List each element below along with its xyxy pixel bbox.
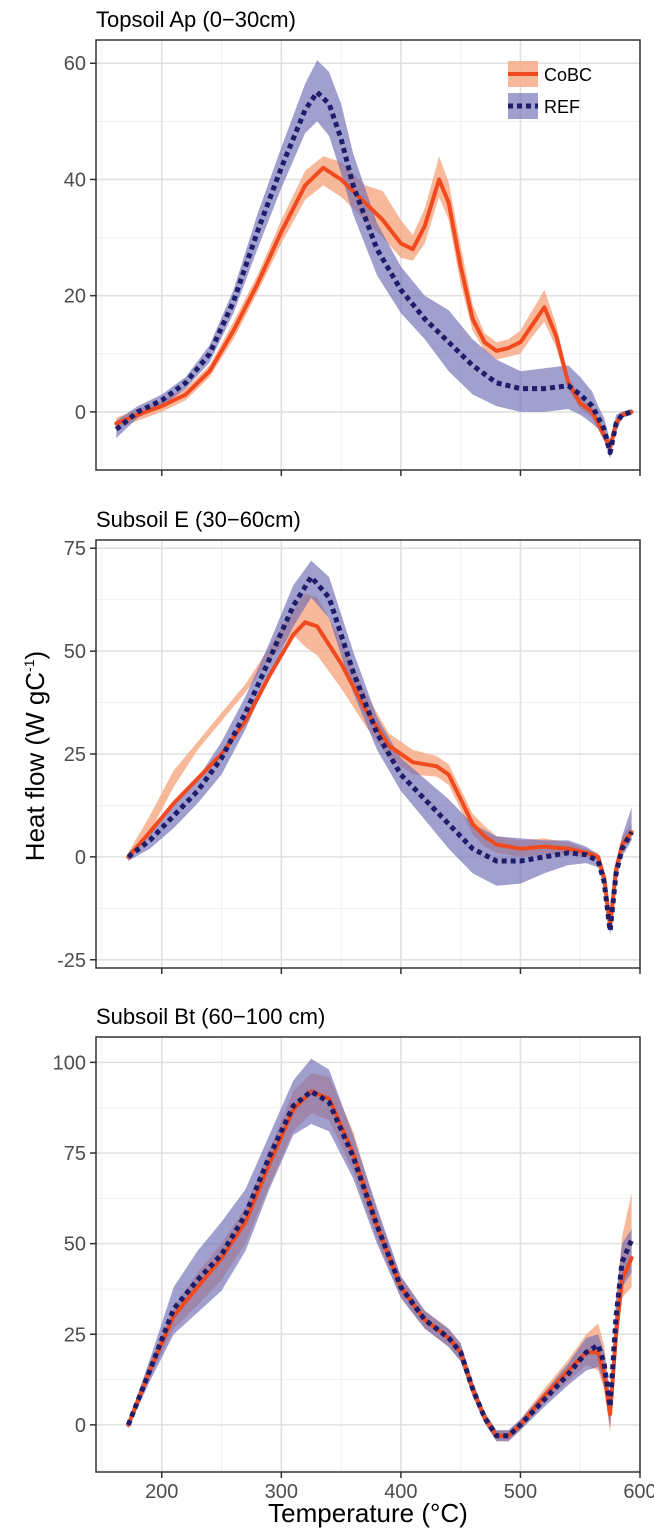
x-axis-title: Temperature (°C) (268, 1498, 468, 1528)
x-tick-label: 500 (504, 1481, 537, 1503)
y-tick-label: 0 (75, 847, 86, 869)
y-tick-label: 0 (75, 1415, 86, 1437)
panel-3: 0 25 50 75 100 200 300 400 500 600 Subsoil Bt (60−… (53, 1004, 654, 1503)
x-tick-label: 300 (265, 1481, 298, 1503)
y-tick-label: -25 (57, 950, 86, 972)
legend-label-cobc: CoBC (544, 65, 592, 85)
line-ref (125, 1088, 634, 1439)
y-tick-label: 75 (64, 1143, 86, 1165)
y-tick-label: 50 (64, 641, 86, 663)
band-ref (128, 1058, 632, 1442)
x-tick-label: 600 (623, 1481, 654, 1503)
y-tick-label: 25 (64, 744, 86, 766)
y-axis-title: Heat flow (W gC-1) (20, 651, 50, 861)
x-tick-label: 400 (384, 1481, 417, 1503)
panel-border (95, 39, 641, 471)
panel-title: Subsoil Bt (60−100 cm) (96, 1004, 325, 1029)
panel-border (95, 1036, 641, 1473)
band-ref (116, 60, 632, 459)
y-tick-label: 50 (64, 1234, 86, 1256)
line-ref (126, 574, 634, 934)
line-cobc (126, 620, 634, 929)
legend-label-ref: REF (544, 97, 580, 117)
panel-1: 0 20 40 60 Topsoil Ap (0−30cm) CoBC REF (64, 7, 641, 476)
y-tick-label: 40 (64, 169, 86, 191)
y-tick-label: 20 (64, 286, 86, 308)
x-tick-label: 200 (145, 1481, 178, 1503)
band-ref (128, 560, 632, 936)
panel-title: Subsoil E (30−60cm) (96, 507, 301, 532)
legend: CoBC REF (508, 61, 592, 119)
panel-title: Topsoil Ap (0−30cm) (96, 7, 296, 32)
line-cobc (114, 165, 634, 449)
line-ref (114, 89, 633, 456)
y-tick-label: 0 (75, 402, 86, 424)
plot-background (96, 1037, 640, 1472)
y-tick-label: 60 (64, 53, 86, 75)
panel-2: -25 0 25 50 75 Subsoil E (30−60cm) (57, 507, 641, 974)
y-tick-label: 100 (53, 1052, 86, 1074)
y-tick-label: 25 (64, 1324, 86, 1346)
y-tick-label: 75 (64, 538, 86, 560)
